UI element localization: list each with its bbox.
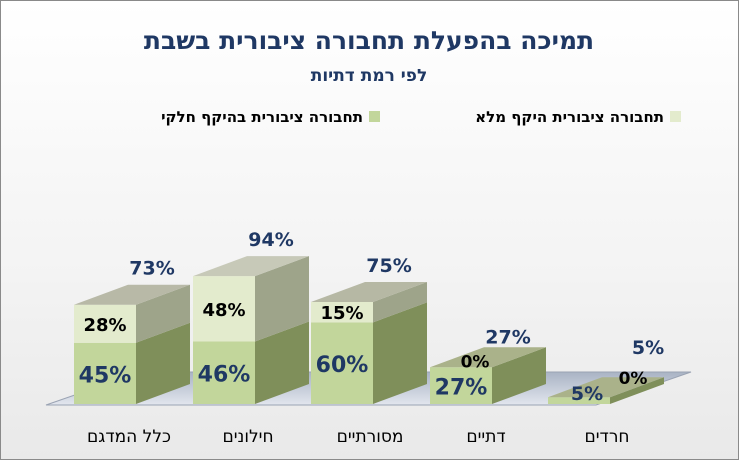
legend-label-full: תחבורה ציבורית היקף מלא	[475, 108, 664, 126]
bar-top-4	[548, 377, 664, 398]
bar-top-3	[430, 347, 546, 368]
value-label-partial-3: 27%	[435, 376, 488, 401]
chart-title: תמיכה בהפעלת תחבורה ציבורית בשבת	[144, 26, 594, 55]
bar-side-full-1	[255, 256, 309, 342]
bar-full-2	[311, 302, 373, 323]
legend-label-partial: תחבורה ציבורית בהיקף חלקי	[161, 108, 363, 126]
category-label-1: חילונים	[222, 427, 273, 447]
bar-group-0: 45% 28% 73%	[74, 258, 190, 404]
value-label-full-4: 0%	[619, 369, 648, 389]
bars-group: 45%28%73%46%48%94%60%15%75%27%0%27%5%0%5…	[74, 229, 664, 405]
value-label-partial-2: 60%	[316, 353, 369, 378]
bar-side-full-2	[373, 282, 427, 323]
total-label-1: 94%	[248, 229, 293, 251]
bar-side-partial-3	[492, 347, 546, 404]
total-label-0: 73%	[129, 258, 174, 280]
value-label-full-0: 28%	[83, 315, 126, 336]
bar-top-1	[193, 256, 309, 277]
value-label-full-3: 0%	[461, 352, 490, 372]
bar-top-0	[74, 284, 190, 305]
bar-partial-2	[311, 322, 373, 404]
bar-group-1: 46% 48% 94%	[193, 229, 309, 404]
bar-group-3: 27% 0% 27%	[430, 326, 546, 404]
category-label-0: כלל המדגם	[87, 427, 171, 447]
category-label-4: חרדים	[584, 427, 629, 447]
total-label-2: 75%	[366, 255, 411, 277]
category-labels: כלל המדגם חילונים מסורתיים דתיים חרדים	[87, 427, 630, 447]
bar-side-partial-0	[136, 322, 190, 404]
bar-partial-3	[430, 367, 492, 404]
total-label-4: 5%	[632, 337, 664, 359]
total-label-3: 27%	[485, 326, 530, 348]
legend-swatch-partial	[369, 111, 380, 122]
category-label-2: מסורתיים	[337, 427, 404, 447]
bar-top-2	[311, 282, 427, 302]
bar-side-full-0	[136, 284, 190, 343]
bar-group-4: 5% 0% 5%	[548, 337, 664, 405]
value-label-partial-1: 46%	[198, 363, 251, 388]
bar-partial-0	[74, 342, 136, 404]
legend: תחבורה ציבורית בהיקף חלקי תחבורה ציבורית…	[161, 108, 681, 126]
value-label-full-1: 48%	[202, 300, 245, 321]
value-label-partial-4: 5%	[571, 383, 603, 405]
bar-group-2: 60% 15% 75%	[311, 255, 427, 404]
value-label-partial-0: 45%	[79, 363, 132, 388]
bar-partial-1	[193, 341, 255, 404]
bar-partial-4	[548, 397, 610, 404]
legend-swatch-full	[670, 111, 681, 122]
bar-full-1	[193, 276, 255, 342]
bar-side-partial-2	[373, 302, 427, 404]
bar-side-partial-1	[255, 321, 309, 404]
bar-full-0	[74, 304, 136, 343]
chart-subtitle: לפי רמת דתיות	[311, 66, 428, 86]
value-label-full-2: 15%	[320, 303, 363, 324]
category-label-3: דתיים	[466, 427, 505, 447]
bar-side-partial-4	[610, 377, 664, 404]
